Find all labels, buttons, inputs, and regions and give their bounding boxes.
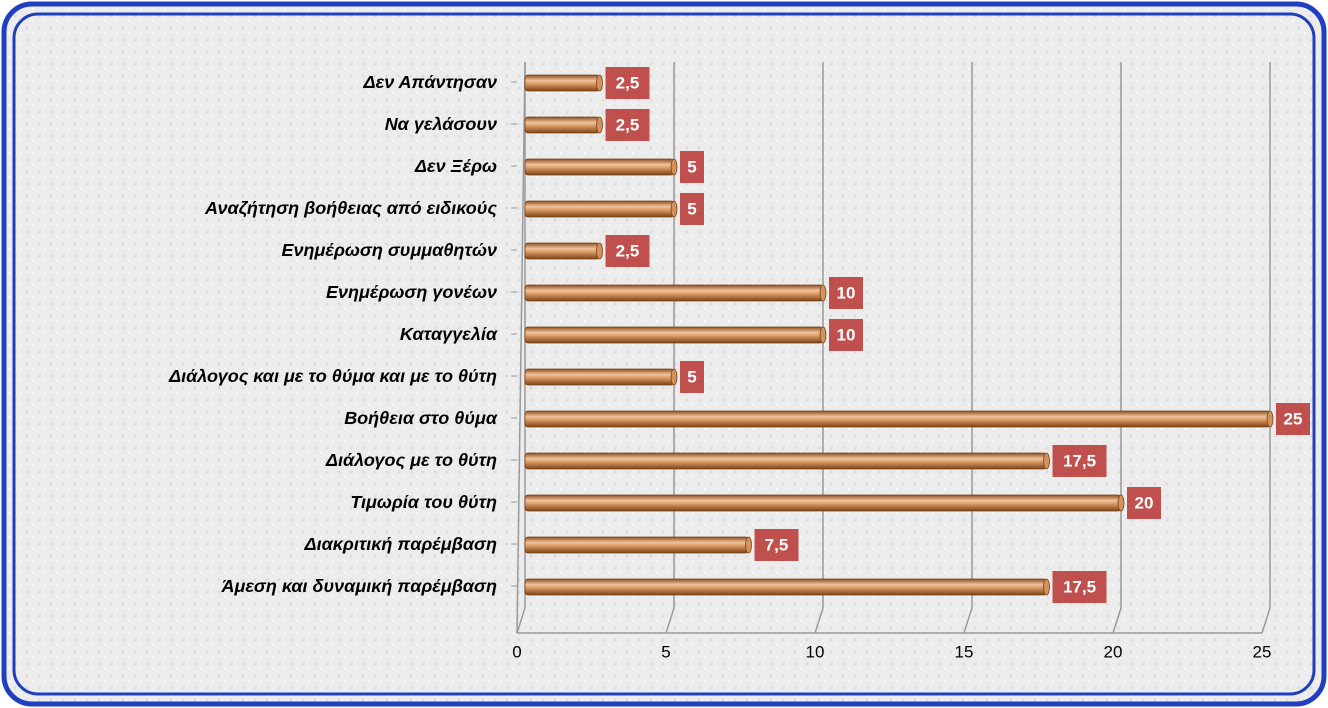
bar-cap — [745, 536, 752, 554]
bar — [524, 242, 600, 260]
bar-cap — [1266, 410, 1274, 428]
x-tick-label: 15 — [955, 642, 974, 661]
value-label-bg — [1052, 445, 1107, 477]
bar — [524, 116, 600, 134]
value-label-bg — [1276, 403, 1310, 435]
bar — [524, 74, 600, 92]
value-label: 5 — [687, 367, 696, 386]
y-tick-label: Βοήθεια στο θύμα — [344, 408, 498, 428]
bar — [524, 410, 1271, 428]
bar — [524, 536, 749, 554]
grid-line — [814, 62, 824, 634]
bar-cap — [596, 242, 603, 260]
y-tick-label: Διάλογος με το θύτη — [325, 450, 497, 470]
y-tick-label: Άμεση και δυναμική παρέμβαση — [220, 576, 497, 596]
bar — [524, 200, 675, 218]
bar-cap — [596, 116, 603, 134]
bar — [524, 368, 675, 386]
value-label-bg — [680, 151, 704, 183]
value-label-bg — [605, 67, 650, 99]
grid-line — [1261, 62, 1271, 634]
value-label: 10 — [837, 283, 856, 302]
value-label: 2,5 — [616, 73, 640, 92]
value-label: 5 — [687, 157, 696, 176]
bar — [524, 494, 1122, 512]
x-tick-label: 5 — [661, 642, 670, 661]
value-label: 10 — [837, 325, 856, 344]
value-label: 5 — [687, 199, 696, 218]
bar-cap — [596, 74, 603, 92]
bar — [524, 326, 824, 344]
value-label: 17,5 — [1063, 577, 1096, 596]
bar — [524, 158, 675, 176]
value-label-bg — [680, 193, 704, 225]
value-label: 7,5 — [765, 535, 789, 554]
grid-line — [516, 62, 526, 634]
y-tick-label: Δεν Απάντησαν — [363, 72, 498, 92]
y-tick-label: Καταγγελία — [400, 324, 498, 344]
value-label: 17,5 — [1063, 451, 1096, 470]
y-tick-label: Ενημέρωση συμμαθητών — [282, 240, 497, 260]
x-tick-label: 10 — [806, 642, 825, 661]
y-tick-label: Να γελάσουν — [385, 114, 497, 134]
y-axis — [516, 61, 526, 634]
x-tick-label: 0 — [512, 642, 521, 661]
bar-cap — [1043, 578, 1050, 596]
value-label: 2,5 — [616, 241, 640, 260]
y-tick-label: Διακριτική παρέμβαση — [304, 534, 498, 554]
inner-frame — [12, 12, 1316, 696]
value-label-bg — [605, 235, 650, 267]
value-label: 2,5 — [616, 115, 640, 134]
bar-cap — [1043, 452, 1050, 470]
y-tick-label: Δεν Ξέρω — [414, 156, 497, 176]
value-label-bg — [829, 277, 863, 309]
x-tick-label: 20 — [1104, 642, 1123, 661]
y-tick-label: Αναζήτηση βοήθειας από ειδικούς — [204, 198, 497, 219]
bar — [524, 578, 1047, 596]
bar-cap — [1117, 494, 1125, 512]
bar — [524, 452, 1047, 470]
y-tick-label: Ενημέρωση γονέων — [326, 282, 497, 302]
value-label: 25 — [1284, 409, 1303, 428]
grid-line — [963, 62, 973, 634]
x-tick-label: 25 — [1253, 642, 1272, 661]
bar-cap — [670, 158, 678, 176]
bar — [524, 284, 824, 302]
value-label-bg — [680, 361, 704, 393]
value-label-bg — [1052, 571, 1107, 603]
value-label-bg — [754, 529, 799, 561]
bar-cap — [819, 284, 827, 302]
y-tick-label: Διάλογος και με το θύμα και με το θύτη — [168, 366, 497, 386]
value-label-bg — [605, 109, 650, 141]
grid-line — [1112, 62, 1122, 634]
bar-cap — [819, 326, 827, 344]
bar-cap — [670, 368, 678, 386]
grid-line — [665, 62, 675, 634]
bar-cap — [670, 200, 678, 218]
value-label-bg — [829, 319, 863, 351]
value-label-bg — [1127, 487, 1161, 519]
y-tick-label: Τιμωρία του θύτη — [350, 492, 497, 512]
value-label: 20 — [1135, 493, 1154, 512]
